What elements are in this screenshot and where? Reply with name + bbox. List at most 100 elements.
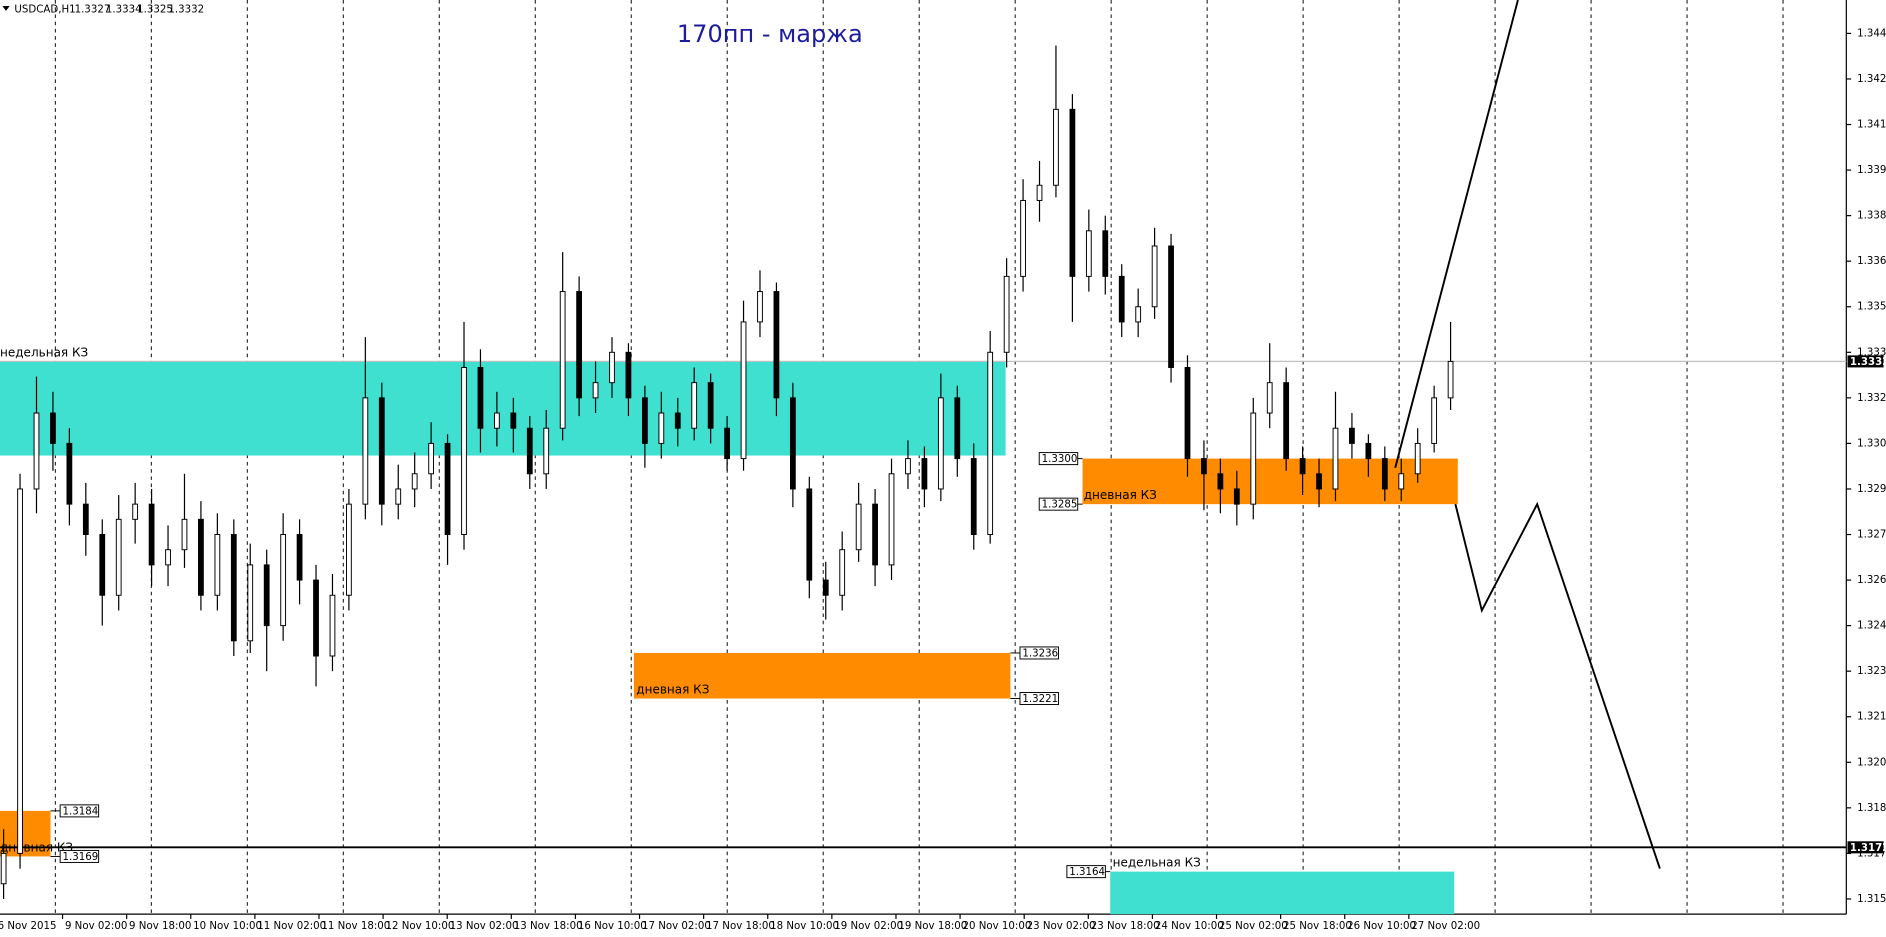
candle-body [1003,275,1010,353]
candle-body [724,427,730,460]
price-tag: 1.3332 [1850,357,1886,368]
candle-body [0,852,7,885]
candle-body [1135,306,1142,323]
x-tick-label: 20 Nov 10:00 [962,921,1031,932]
y-tick-label: 1.3395 [1857,165,1886,176]
x-tick-label: 9 Nov 02:00 [65,921,127,932]
candle-body [362,397,369,505]
x-tick-label: 17 Nov 18:00 [706,921,775,932]
zone-tag: 1.3285 [1042,500,1078,511]
last-high: 1.3334 [106,5,142,16]
x-tick-label: 23 Nov 02:00 [1027,921,1096,932]
zone [633,652,1011,699]
y-tick-label: 1.3275 [1857,530,1886,541]
candle-body [1316,473,1322,490]
candle-body [1233,488,1240,505]
x-tick-label: 23 Nov 18:00 [1091,921,1160,932]
candle-body [559,291,566,429]
zone-tag-box [1019,646,1059,660]
candle-body [609,351,615,384]
last-close: 1.3332 [168,5,204,16]
y-tick-label: 1.3440 [1857,28,1886,39]
zone-tag: 1.3221 [1022,694,1058,705]
candle-body [428,442,435,475]
candle-body [543,427,550,475]
candle-body [921,458,928,490]
header: USDCAD,H1 1.3327 1.3334 1.3325 1.3332 [2,5,204,16]
last-low: 1.3325 [137,5,173,16]
candle-body [1201,458,1207,475]
zone-tag: 1.3300 [1042,454,1078,465]
candle-body [1184,367,1191,460]
price-tag-box [1847,355,1884,368]
candle-body [247,564,254,642]
candle-body [395,488,402,505]
x-tick-label: 17 Nov 02:00 [642,921,711,932]
candle-body [82,503,89,535]
candle-body [313,579,319,657]
zone-tag-box [59,804,100,818]
price-tag-box [1847,841,1884,854]
candle-body [1349,427,1355,444]
candle-body [855,503,862,551]
candle-body [592,382,599,399]
candle-body [1102,230,1109,277]
zone-label: дневная КЗ [636,683,709,697]
candle-body [1332,427,1339,490]
y-tick-label: 1.3335 [1857,347,1886,358]
candle-body [444,442,451,535]
candle-body [1069,108,1076,277]
candle-body [1217,473,1224,490]
zone-tag-box [1038,452,1079,466]
candle-body [970,458,977,535]
candle-body [378,397,385,505]
candle-body [50,412,56,444]
candle-body [937,397,944,490]
last-open: 1.3327 [75,5,111,16]
candle-body [674,412,681,429]
x-tick-label: 24 Nov 10:00 [1155,921,1224,932]
x-tick-label: 19 Nov 02:00 [834,921,903,932]
day-separators [54,0,1784,915]
y-tick-label: 1.3320 [1857,393,1886,404]
candle-body [1283,382,1290,460]
x-tick-label: 9 Nov 18:00 [129,921,191,932]
candle-body [1398,473,1405,490]
candle-body [625,351,632,399]
x-tick-label: 6 Nov 2015 [0,921,57,932]
candle-body [1365,442,1372,460]
candle-body [1151,245,1158,308]
zone-tag: 1.3164 [1069,867,1105,878]
y-tick-label: 1.3365 [1857,256,1886,267]
candle-body [806,488,813,581]
header-arrow [2,6,10,11]
y-tick-label: 1.3215 [1857,712,1886,723]
x-tick-label: 16 Nov 10:00 [578,921,647,932]
y-tick-label: 1.3350 [1857,302,1886,313]
candle-body [1299,458,1306,475]
candle-body [1036,184,1043,201]
candle-body [1250,412,1257,505]
candle-body [477,367,484,429]
forecast-line [1454,501,1661,869]
candle-body [230,534,237,642]
zone-tag-box [1019,692,1059,706]
y-tick-label: 1.3260 [1857,575,1886,586]
zone-label: недельная КЗ [1113,856,1201,870]
symbol: USDCAD,H1 [14,5,75,16]
y-tick-label: 1.3425 [1857,74,1886,85]
zone-tag: 1.3169 [63,852,99,863]
y-tick-label: 1.3170 [1857,848,1886,859]
zone [0,810,51,857]
x-tick-label: 26 Nov 10:00 [1347,921,1416,932]
candle-body [181,518,188,551]
x-tick-label: 12 Nov 10:00 [385,921,454,932]
candle-body [17,488,23,854]
zone [1110,871,1455,915]
x-tick-label: 19 Nov 18:00 [898,921,967,932]
y-tick-label: 1.3155 [1857,894,1886,905]
candle-body [132,503,139,520]
y-tick-label: 1.3305 [1857,438,1886,449]
candle-body [494,412,500,429]
candle-body [905,458,911,475]
